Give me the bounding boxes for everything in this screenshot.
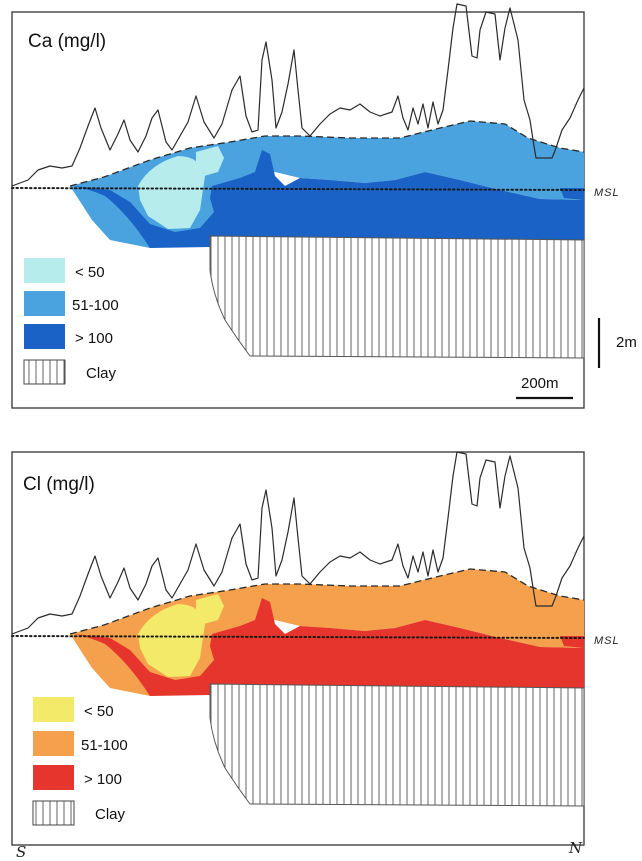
legend-label-high: > 100 [75,330,113,347]
legend-label-clay: Clay [86,365,117,382]
legend-label-mid: 51-100 [81,737,128,754]
legend-item-low: < 50 [24,258,105,283]
legend-label-clay: Clay [95,806,126,823]
legend-item-high: > 100 [33,765,122,790]
scale-bar-horizontal: 200m [516,375,573,400]
legend-item-mid: 51-100 [33,731,128,756]
legend-label-mid: 51-100 [72,297,119,314]
legend: < 50 51-100 > 100 Clay [32,697,128,826]
legend-item-mid: 51-100 [24,291,119,316]
legend: < 50 51-100 > 100 Clay [23,258,119,385]
panel-title: Ca (mg/l) [28,31,106,52]
scale-bar-label: 200m [521,375,559,392]
legend-swatch-mid [33,731,74,756]
legend-swatch-low [33,697,74,722]
legend-swatch-low [24,258,65,283]
msl-label: MSL [594,635,620,647]
legend-item-clay: Clay [23,359,117,385]
legend-label-low: < 50 [75,264,105,281]
vertical-scale-label: 2m [616,334,637,351]
legend-swatch-clay [32,800,75,826]
panel-cl: Cl (mg/l) < 50 51-100 > 100 Clay MSL [11,451,620,846]
legend-swatch-clay [23,359,66,385]
compass-south: S [16,843,26,861]
msl-label: MSL [594,187,620,199]
panel-title: Cl (mg/l) [23,474,95,495]
legend-item-high: > 100 [24,324,113,349]
scale-bar-vertical: 2m [597,318,637,368]
legend-swatch-mid [24,291,65,316]
legend-label-high: > 100 [84,771,122,788]
panel-ca: Ca (mg/l) < 50 51-100 > 100 Clay MSL 200… [11,3,637,409]
legend-label-low: < 50 [84,703,114,720]
legend-item-low: < 50 [33,697,114,722]
compass-north: N [568,839,583,857]
legend-item-clay: Clay [32,800,126,826]
legend-swatch-high [24,324,65,349]
legend-swatch-high [33,765,74,790]
